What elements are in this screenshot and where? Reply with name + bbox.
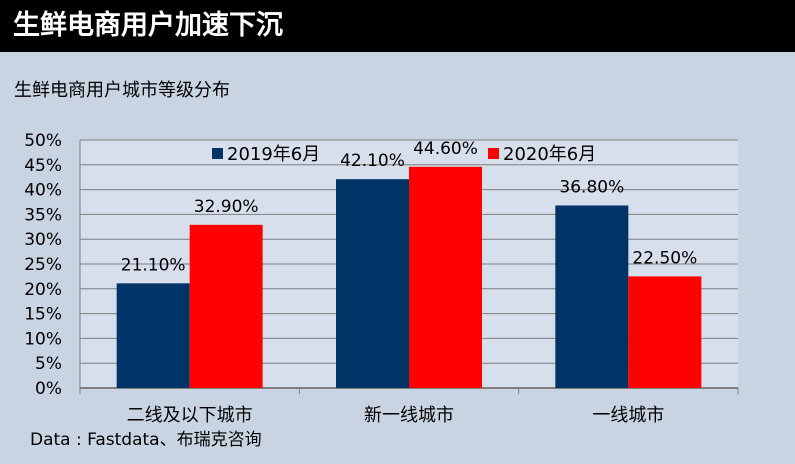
y-tick-label: 0% (35, 379, 62, 399)
y-tick-label: 5% (35, 354, 62, 374)
page-title: 生鲜电商用户加速下沉 (13, 10, 283, 41)
bar (189, 224, 263, 388)
y-tick-label: 15% (24, 305, 62, 325)
data-source: Data : Fastdata、布瑞克咨询 (30, 430, 262, 450)
data-label: 22.50% (632, 248, 697, 268)
bar (116, 283, 190, 388)
y-tick-label: 10% (24, 329, 62, 349)
bar (409, 166, 482, 388)
chart-subtitle: 生鲜电商用户城市等级分布 (14, 80, 230, 101)
y-tick-label: 50% (24, 131, 62, 151)
x-tick-label: 新一线城市 (364, 405, 454, 426)
legend-swatch (212, 148, 223, 159)
y-tick-label: 35% (24, 205, 62, 225)
legend-label: 2020年6月 (503, 144, 596, 165)
legend-swatch (488, 148, 499, 159)
y-tick-label: 20% (24, 280, 62, 300)
data-label: 44.60% (413, 139, 478, 159)
x-tick-label: 二线及以下城市 (127, 405, 253, 426)
bar (336, 179, 409, 388)
data-label: 42.10% (340, 151, 405, 171)
data-label: 21.10% (121, 255, 186, 275)
legend-label: 2019年6月 (227, 144, 320, 165)
data-label: 32.90% (194, 197, 259, 217)
bar-chart: 0% 5% 10% 15% 20% 25% 30% 35% 40% 45% 50% 21.10% 32.… (24, 131, 739, 426)
y-tick-label: 40% (24, 181, 62, 201)
x-tick-label: 一线城市 (592, 405, 664, 426)
bar (628, 276, 702, 388)
bar (555, 205, 629, 388)
y-tick-label: 45% (24, 156, 62, 176)
y-tick-label: 25% (24, 255, 62, 275)
data-label: 36.80% (559, 177, 624, 197)
y-tick-label: 30% (24, 230, 62, 250)
header-bar: 生鲜电商用户加速下沉 (0, 0, 795, 52)
